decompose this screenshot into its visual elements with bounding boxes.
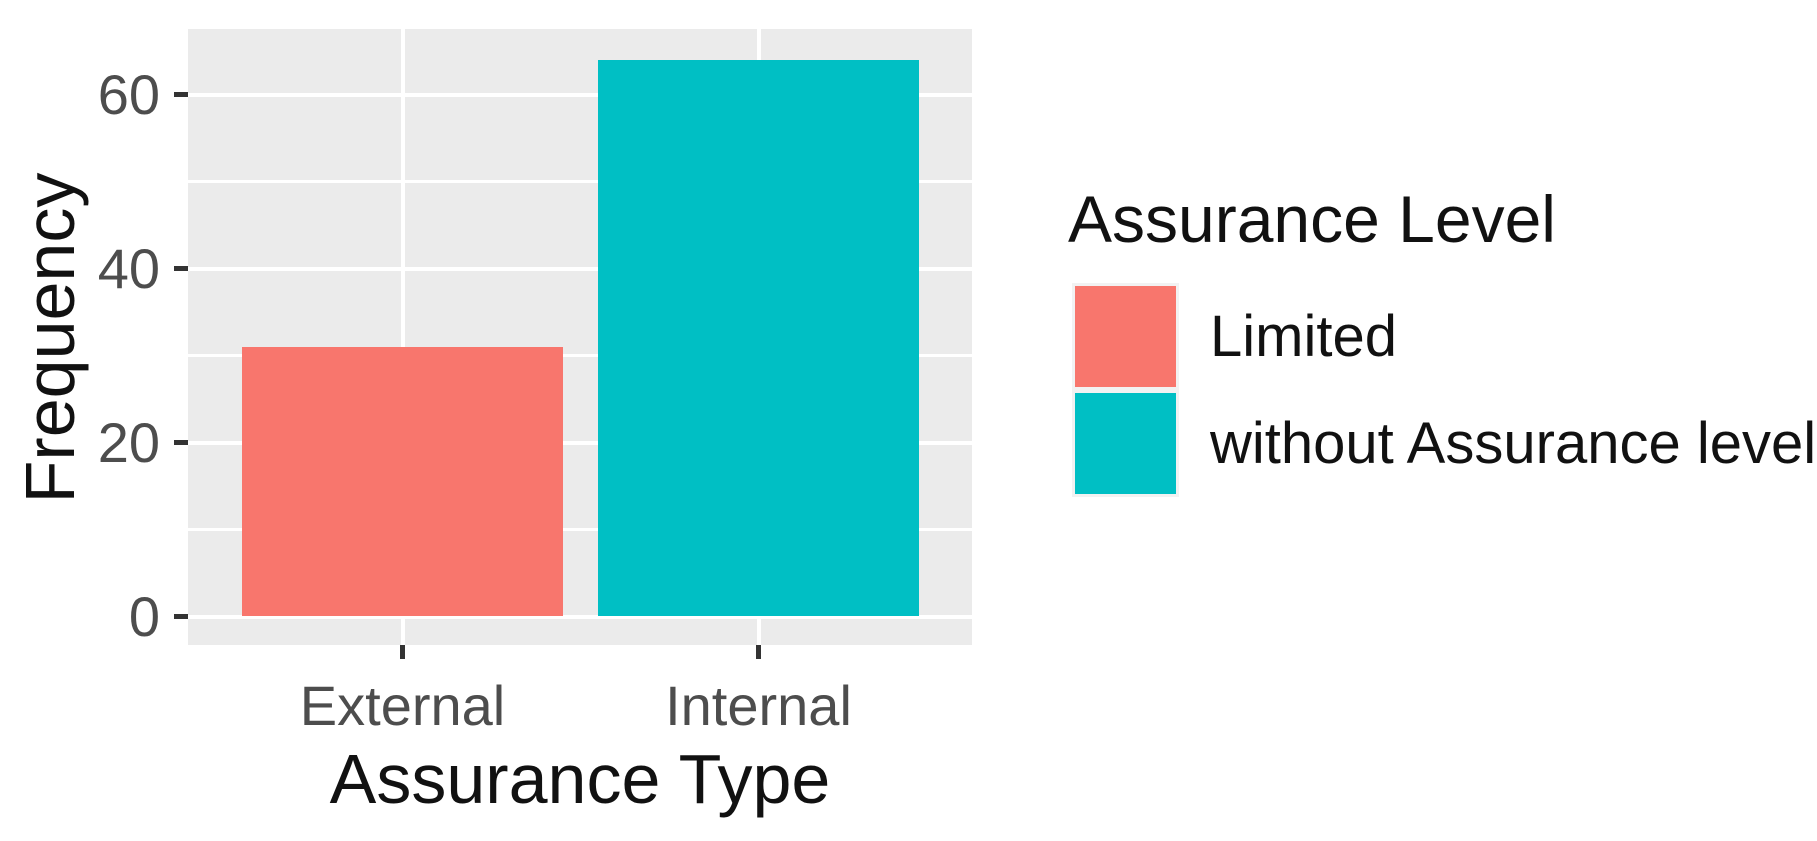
- legend-label-1: Limited: [1210, 303, 1397, 369]
- y-tick-0: [174, 614, 188, 619]
- legend-swatch-2: [1075, 393, 1176, 494]
- y-tick-20: [174, 440, 188, 445]
- major-gridline-x-external: [400, 29, 405, 645]
- y-tick-label-40: 40: [97, 236, 160, 300]
- x-tick-internal: [756, 645, 761, 659]
- legend-swatch-1: [1075, 286, 1176, 387]
- x-tick-label-external: External: [299, 674, 506, 737]
- x-tick-external: [400, 645, 405, 659]
- legend-key-1: [1072, 283, 1179, 390]
- major-gridline-y-0: [188, 614, 972, 619]
- legend-key-2: [1072, 390, 1179, 497]
- y-axis-title: Frequency: [11, 172, 89, 504]
- legend-label-2: without Assurance level: [1210, 410, 1817, 476]
- y-tick-40: [174, 266, 188, 271]
- minor-gridline-y-50: [188, 180, 972, 183]
- y-tick-60: [174, 92, 188, 97]
- minor-gridline-y-10: [188, 528, 972, 531]
- bar-external: [242, 346, 563, 617]
- minor-gridline-y-30: [188, 354, 972, 357]
- y-tick-label-0: 0: [128, 584, 160, 648]
- bar-internal: [598, 59, 919, 617]
- major-gridline-y-60: [188, 92, 972, 97]
- major-gridline-y-40: [188, 266, 972, 271]
- x-axis-title: Assurance Type: [329, 740, 831, 818]
- plot-panel: [188, 29, 972, 645]
- legend-title: Assurance Level: [1068, 182, 1556, 256]
- y-tick-label-20: 20: [97, 410, 160, 474]
- y-tick-label-60: 60: [97, 62, 160, 126]
- x-tick-label-internal: Internal: [665, 674, 852, 737]
- major-gridline-y-20: [188, 440, 972, 445]
